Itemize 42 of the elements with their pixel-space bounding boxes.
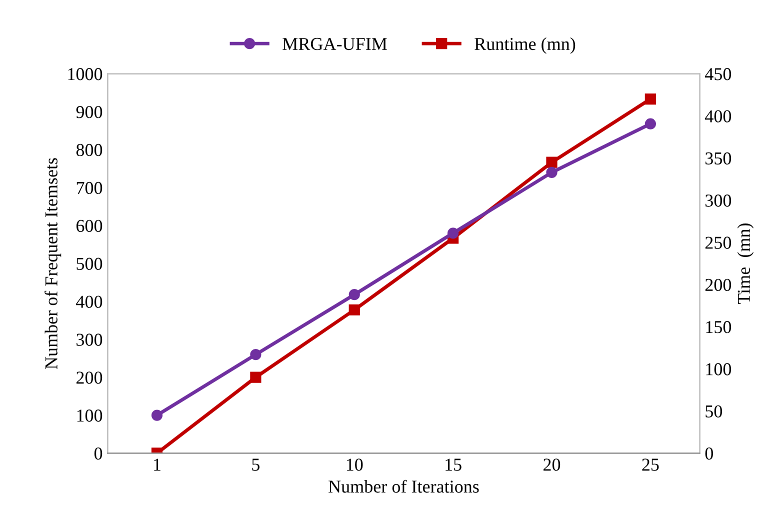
y-tick-label: 0	[94, 447, 102, 460]
y2-tick-label: 150	[706, 320, 732, 334]
point	[250, 349, 262, 360]
x-tick-label: 20	[544, 458, 560, 471]
x-tick-label: 5	[252, 458, 260, 471]
legend-label: MRGA-UFIM	[282, 38, 387, 50]
y2-tick-label: 100	[706, 363, 732, 376]
point	[151, 410, 163, 421]
point	[546, 166, 558, 178]
y2-tick-label: 450	[705, 68, 732, 80]
x-tick-label: 10	[346, 458, 363, 471]
y-tick-label: 300	[76, 334, 102, 346]
point	[348, 289, 360, 300]
x-tick-label: 15	[446, 458, 462, 471]
y-tick-label: 200	[76, 372, 102, 384]
legend-label: Runtime (mn)	[474, 37, 576, 54]
point	[546, 156, 558, 168]
x-tick-label: 25	[642, 458, 659, 471]
y-tick-label: 700	[76, 182, 102, 194]
y-axis-title: Number of Frequent Itemsets	[44, 158, 62, 370]
x-axis-title: Number of Iterations	[328, 480, 479, 493]
y2-axis-title: Time (mn)	[737, 223, 754, 304]
y2-tick-label: 250	[705, 236, 732, 249]
x-tick-label: 1	[154, 458, 160, 471]
y-tick-label: 900	[76, 106, 102, 118]
y-tick-label: 1000	[68, 68, 102, 80]
y-tick-label: 600	[76, 220, 102, 232]
point	[448, 228, 459, 239]
y2-tick-label: 400	[705, 110, 732, 122]
y-tick-label: 400	[76, 296, 102, 308]
y-tick-label: 100	[77, 410, 102, 422]
y2-tick-label: 200	[705, 278, 732, 292]
y2-tick-label: 350	[706, 152, 732, 165]
point	[348, 304, 360, 316]
y2-tick-label: 0	[705, 447, 713, 460]
y2-tick-label: 50	[706, 405, 722, 418]
point	[644, 118, 656, 130]
y2-tick-label: 300	[706, 194, 732, 207]
y-tick-label: 800	[76, 144, 102, 156]
y-tick-label: 500	[76, 258, 102, 270]
point	[644, 94, 656, 105]
point	[250, 372, 262, 383]
